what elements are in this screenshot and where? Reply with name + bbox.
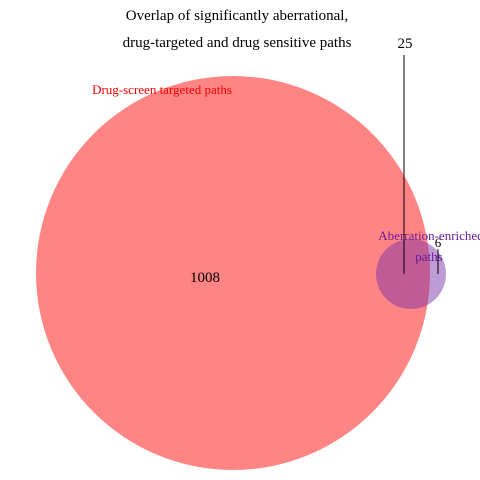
overlap-count: 25 [398,36,413,52]
aberration-only-count: 6 [435,235,442,250]
chart-title-line-1: Overlap of significantly aberrational, [126,8,348,24]
chart-title-line-2: drug-targeted and drug sensitive paths [123,35,352,51]
drug-only-count: 1008 [190,270,220,286]
drug-screen-label: Drug-screen targeted paths [92,82,232,97]
aberration-enriched-label-line-1: Aberration-enriched [378,228,480,243]
aberration-enriched-circle [376,239,446,309]
drug-screen-circle [36,76,430,470]
aberration-enriched-label-line-2: paths [415,249,442,264]
